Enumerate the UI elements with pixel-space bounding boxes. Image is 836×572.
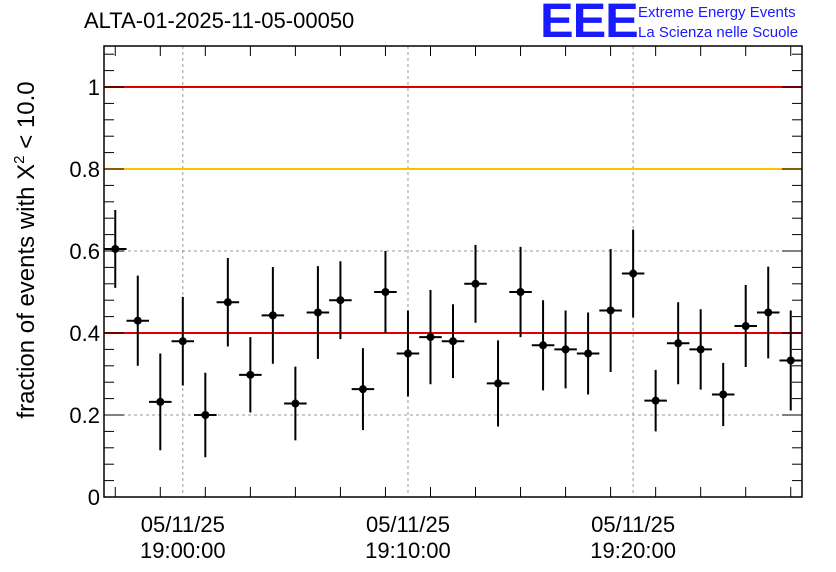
plot-frame bbox=[103, 45, 803, 498]
y-axis-label-main: fraction of events with Χ bbox=[13, 164, 40, 419]
logo-mark: EEE bbox=[540, 0, 639, 48]
data-point bbox=[396, 310, 420, 397]
logo-text-line1: Extreme Energy Events bbox=[638, 4, 796, 21]
data-marker bbox=[606, 306, 615, 315]
data-marker bbox=[223, 298, 232, 307]
data-point bbox=[261, 266, 285, 364]
data-marker bbox=[381, 288, 390, 296]
data-point bbox=[194, 372, 217, 458]
data-marker bbox=[494, 379, 503, 388]
logo-text-line2: La Scienza nelle Scuole bbox=[638, 24, 799, 41]
y-axis-label-superscript: 2 bbox=[11, 155, 28, 163]
x-tick-label-date: 05/11/25 bbox=[141, 512, 225, 537]
data-point bbox=[711, 362, 735, 427]
data-point bbox=[374, 251, 397, 333]
data-point bbox=[554, 310, 577, 389]
y-axis-label: fraction of events with Χ2 < 10.0 bbox=[11, 81, 40, 418]
data-point bbox=[644, 369, 667, 432]
data-marker bbox=[561, 345, 570, 354]
x-tick-label-time: 19:00:00 bbox=[140, 538, 226, 563]
data-point bbox=[734, 285, 757, 368]
data-point bbox=[329, 261, 352, 340]
x-tick-label-date: 05/11/25 bbox=[591, 512, 675, 537]
data-point bbox=[576, 312, 600, 395]
data-point bbox=[351, 348, 375, 431]
x-tick-label-date: 05/11/25 bbox=[366, 512, 450, 537]
data-marker bbox=[471, 279, 480, 288]
data-point bbox=[419, 289, 442, 385]
data-point bbox=[126, 275, 150, 366]
data-point bbox=[621, 229, 645, 318]
x-tick-label-time: 19:20:00 bbox=[590, 538, 676, 563]
data-point bbox=[509, 246, 532, 338]
data-marker bbox=[696, 345, 705, 354]
data-point bbox=[464, 244, 487, 323]
data-point bbox=[104, 210, 127, 288]
x-tick-label-time: 19:10:00 bbox=[365, 538, 451, 563]
y-tick-label: 0.8 bbox=[69, 157, 100, 182]
data-marker bbox=[268, 311, 277, 320]
y-tick-label: 0.4 bbox=[69, 321, 100, 346]
data-point bbox=[599, 248, 622, 372]
y-tick-label: 0 bbox=[88, 485, 100, 510]
data-point bbox=[486, 340, 510, 427]
data-point bbox=[171, 296, 195, 386]
data-marker bbox=[111, 244, 120, 253]
data-point bbox=[666, 302, 690, 385]
grid-layer bbox=[104, 46, 802, 497]
y-axis-label-tail: < 10.0 bbox=[13, 81, 40, 155]
data-marker bbox=[156, 397, 165, 406]
data-marker bbox=[786, 356, 795, 365]
data-marker bbox=[291, 399, 300, 408]
data-marker bbox=[741, 322, 750, 331]
data-marker bbox=[336, 296, 345, 305]
y-tick-label: 0.6 bbox=[69, 239, 100, 264]
data-marker bbox=[133, 316, 142, 325]
data-marker bbox=[516, 288, 525, 296]
data-point bbox=[306, 266, 330, 359]
data-marker bbox=[651, 396, 660, 405]
data-marker bbox=[426, 333, 435, 342]
data-marker bbox=[178, 337, 187, 346]
data-marker bbox=[584, 349, 593, 358]
data-marker bbox=[403, 349, 412, 358]
data-marker bbox=[201, 411, 210, 419]
data-marker bbox=[674, 339, 683, 348]
y-tick-label: 1 bbox=[88, 75, 100, 100]
data-marker bbox=[539, 341, 548, 350]
axes: 00.20.40.60.8105/11/2519:00:0005/11/2519… bbox=[69, 45, 803, 563]
data-point bbox=[756, 266, 780, 359]
data-marker bbox=[358, 385, 367, 394]
y-tick-label: 0.2 bbox=[69, 403, 100, 428]
chart-title: ALTA-01-2025-11-05-00050 bbox=[84, 8, 355, 33]
data-point bbox=[441, 304, 465, 379]
data-marker bbox=[629, 269, 638, 278]
data-marker bbox=[719, 390, 728, 399]
data-marker bbox=[764, 308, 773, 317]
data-marker bbox=[246, 370, 255, 379]
data-point bbox=[779, 310, 802, 411]
reference-lines bbox=[104, 86, 802, 334]
data-point bbox=[149, 353, 172, 451]
data-points bbox=[104, 210, 802, 458]
data-marker bbox=[449, 337, 457, 346]
data-point bbox=[216, 257, 240, 347]
data-point bbox=[284, 366, 307, 441]
data-point bbox=[531, 300, 555, 391]
data-point bbox=[239, 337, 262, 413]
data-point bbox=[689, 309, 712, 390]
data-marker bbox=[313, 308, 322, 317]
